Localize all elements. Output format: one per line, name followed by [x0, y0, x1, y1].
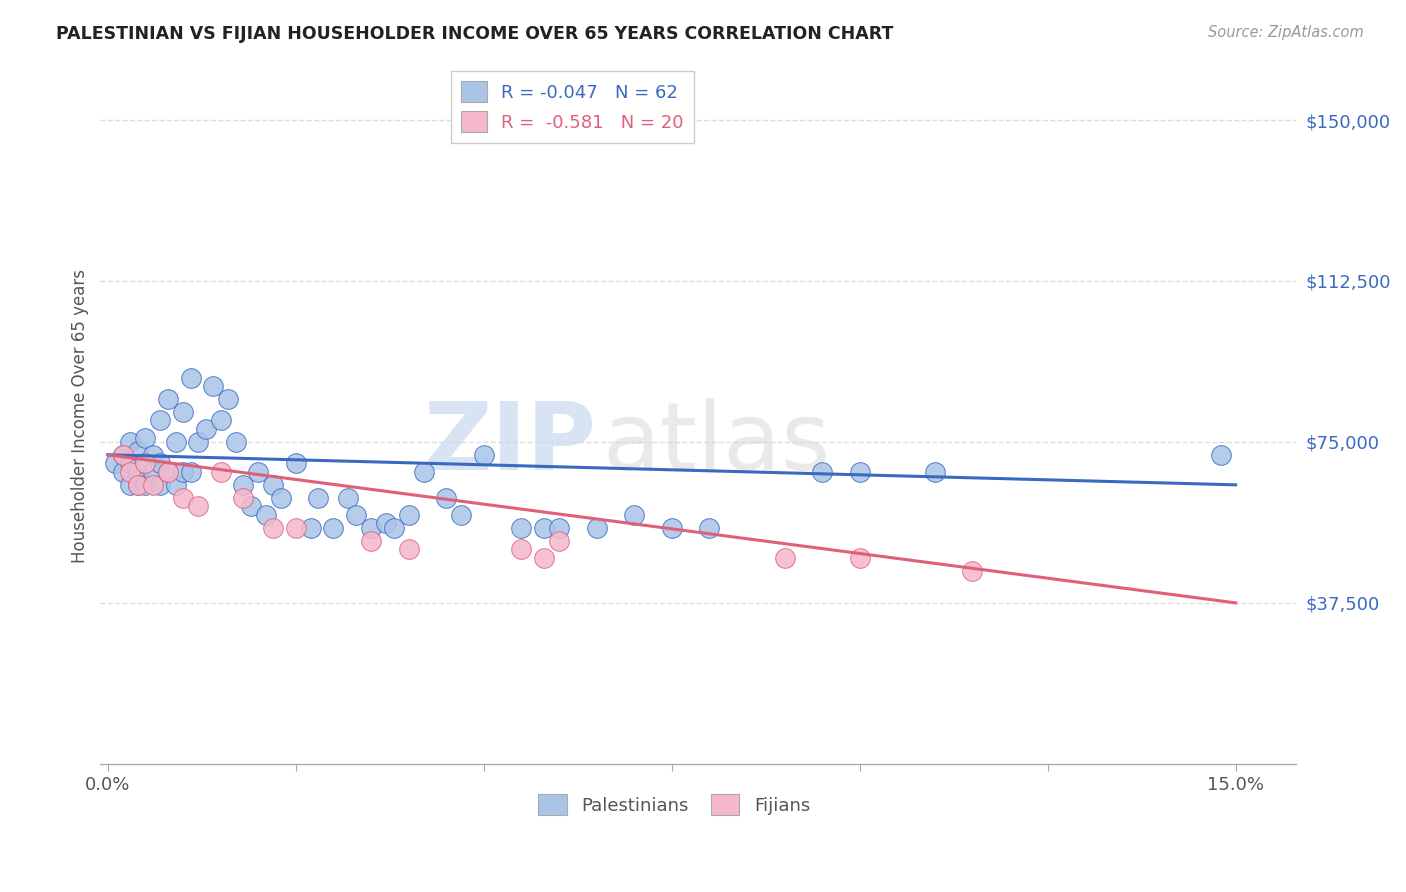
Point: [322, 521, 344, 535]
Point: [337, 491, 360, 505]
Point: [111, 465, 134, 479]
Point: [120, 478, 142, 492]
Point: [299, 521, 322, 535]
Point: [127, 478, 149, 492]
Point: [623, 508, 645, 522]
Point: [398, 542, 420, 557]
Point: [149, 478, 172, 492]
Text: atlas: atlas: [602, 398, 831, 490]
Point: [127, 465, 149, 479]
Point: [533, 550, 555, 565]
Point: [225, 434, 247, 449]
Point: [156, 465, 179, 479]
Point: [548, 521, 571, 535]
Point: [382, 521, 405, 535]
Point: [848, 550, 870, 565]
Point: [375, 516, 398, 531]
Point: [962, 564, 984, 578]
Point: [149, 413, 172, 427]
Point: [187, 500, 209, 514]
Point: [165, 478, 187, 492]
Point: [187, 434, 209, 449]
Point: [344, 508, 367, 522]
Point: [127, 443, 149, 458]
Point: [142, 465, 165, 479]
Point: [165, 434, 187, 449]
Point: [270, 491, 292, 505]
Point: [111, 448, 134, 462]
Point: [156, 392, 179, 406]
Point: [360, 533, 382, 548]
Point: [202, 379, 225, 393]
Point: [142, 448, 165, 462]
Text: ZIP: ZIP: [423, 398, 596, 490]
Point: [172, 491, 194, 505]
Point: [773, 550, 796, 565]
Point: [120, 456, 142, 470]
Point: [434, 491, 457, 505]
Point: [127, 478, 149, 492]
Point: [239, 500, 262, 514]
Point: [585, 521, 607, 535]
Point: [284, 456, 307, 470]
Point: [172, 405, 194, 419]
Text: PALESTINIAN VS FIJIAN HOUSEHOLDER INCOME OVER 65 YEARS CORRELATION CHART: PALESTINIAN VS FIJIAN HOUSEHOLDER INCOME…: [56, 25, 894, 43]
Point: [156, 465, 179, 479]
Point: [924, 465, 946, 479]
Point: [510, 521, 533, 535]
Point: [180, 465, 202, 479]
Point: [134, 456, 156, 470]
Point: [360, 521, 382, 535]
Point: [209, 413, 232, 427]
Point: [232, 478, 254, 492]
Point: [232, 491, 254, 505]
Point: [661, 521, 683, 535]
Point: [307, 491, 329, 505]
Point: [548, 533, 571, 548]
Point: [450, 508, 472, 522]
Point: [134, 456, 156, 470]
Point: [209, 465, 232, 479]
Point: [848, 465, 870, 479]
Point: [262, 478, 284, 492]
Point: [398, 508, 420, 522]
Point: [120, 465, 142, 479]
Point: [134, 431, 156, 445]
Point: [217, 392, 239, 406]
Point: [533, 521, 555, 535]
Point: [811, 465, 834, 479]
Point: [284, 521, 307, 535]
Point: [262, 521, 284, 535]
Point: [472, 448, 495, 462]
Point: [194, 422, 217, 436]
Point: [134, 478, 156, 492]
Point: [149, 456, 172, 470]
Point: [412, 465, 434, 479]
Point: [699, 521, 721, 535]
Point: [180, 370, 202, 384]
Legend: Palestinians, Fijians: Palestinians, Fijians: [529, 786, 820, 824]
Point: [111, 448, 134, 462]
Point: [510, 542, 533, 557]
Y-axis label: Householder Income Over 65 years: Householder Income Over 65 years: [72, 269, 89, 563]
Text: Source: ZipAtlas.com: Source: ZipAtlas.com: [1208, 25, 1364, 40]
Point: [172, 465, 194, 479]
Point: [104, 456, 127, 470]
Point: [142, 478, 165, 492]
Point: [120, 434, 142, 449]
Point: [247, 465, 270, 479]
Point: [1209, 448, 1232, 462]
Point: [254, 508, 277, 522]
